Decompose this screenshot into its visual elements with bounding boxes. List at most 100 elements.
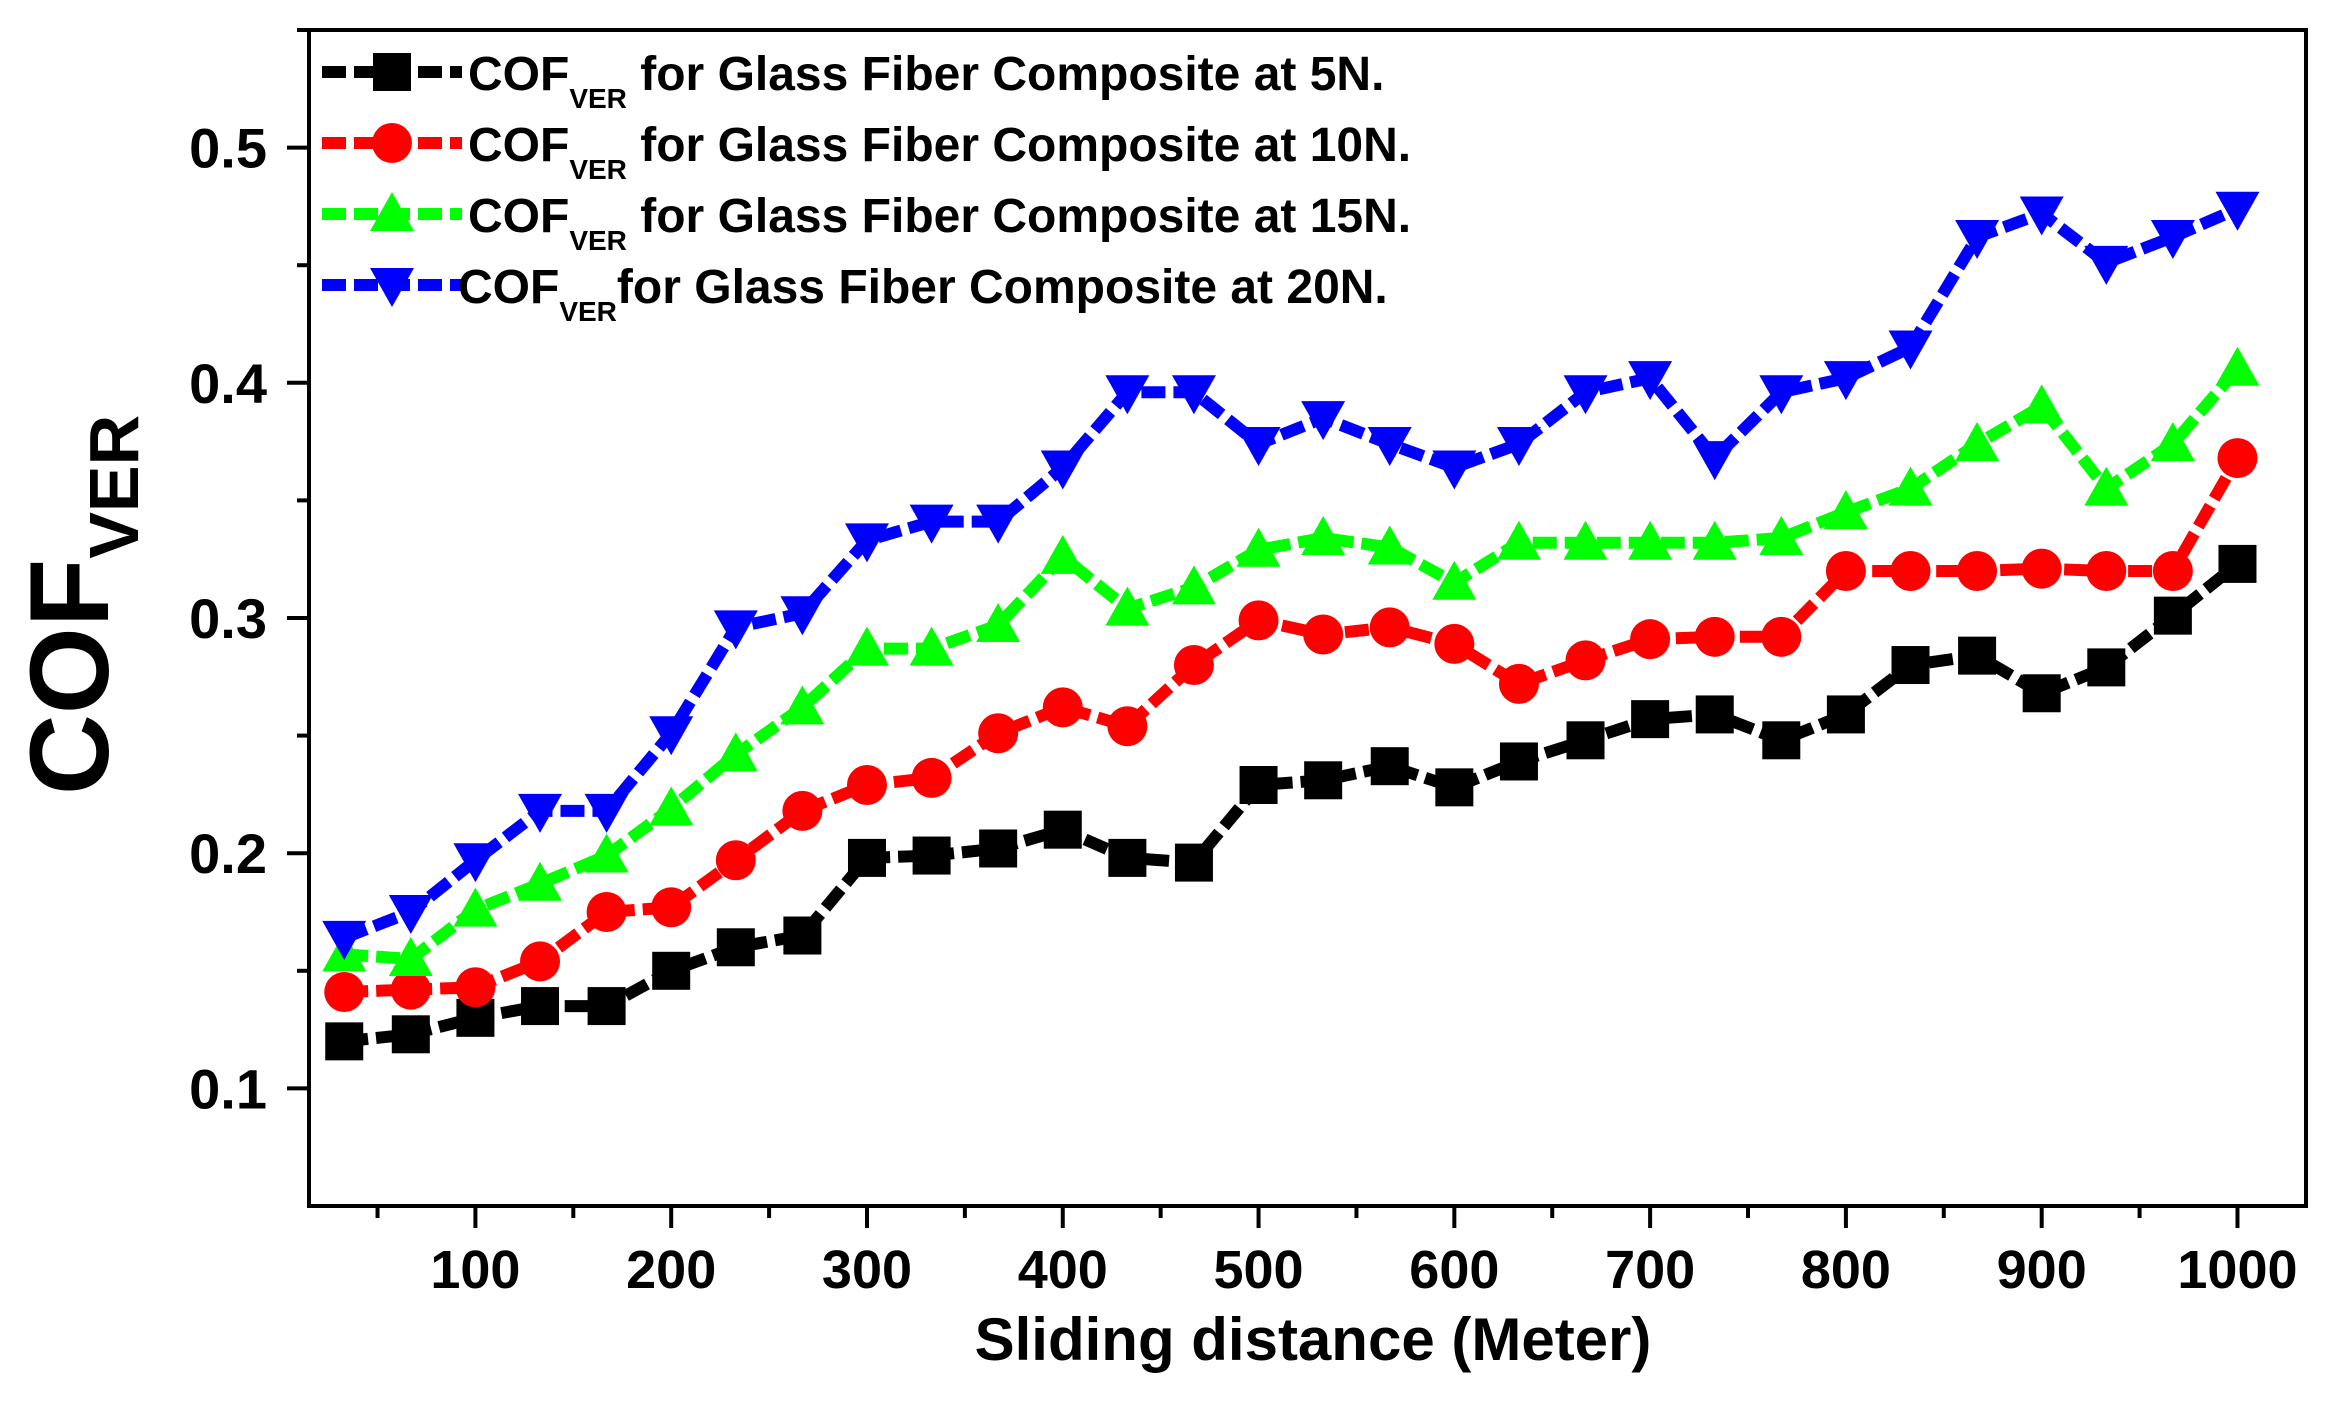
y-tick-label: 0.3 xyxy=(189,587,267,650)
data-point xyxy=(844,523,889,563)
data-point xyxy=(584,793,629,833)
legend-label-rest: for Glass Fiber Composite at 15N. xyxy=(627,190,1411,243)
data-point xyxy=(1628,361,1673,401)
x-tick-label: 700 xyxy=(1605,1240,1695,1300)
data-point xyxy=(322,920,367,960)
series-1 xyxy=(325,544,2257,1061)
legend-label-sub: VER xyxy=(569,83,627,114)
legend-label-main: COF xyxy=(468,48,569,101)
data-point xyxy=(713,732,758,772)
data-point xyxy=(2019,196,2064,236)
data-point xyxy=(586,892,627,932)
data-point xyxy=(649,786,694,826)
data-point xyxy=(1303,614,1344,655)
y-tick-label: 0.1 xyxy=(189,1057,267,1120)
legend-label-main: COF xyxy=(458,261,559,314)
data-point xyxy=(846,764,887,805)
data-point xyxy=(1823,490,1868,530)
data-point xyxy=(976,603,1021,643)
legend-label: COFVER for Glass Fiber Composite at 10N. xyxy=(468,119,1411,185)
legend-entry-1: COFVER for Glass Fiber Composite at 5N. xyxy=(322,48,1384,114)
x-tick-label: 900 xyxy=(1997,1240,2087,1300)
data-point xyxy=(2022,674,2061,713)
y-tick-label: 0.5 xyxy=(189,117,267,180)
data-point xyxy=(1566,721,1605,760)
data-point xyxy=(518,793,563,833)
data-point xyxy=(1236,426,1281,466)
data-point xyxy=(1761,616,1802,657)
series-3 xyxy=(322,346,2260,977)
data-point xyxy=(1173,645,1214,686)
data-point xyxy=(1042,687,1083,728)
data-point xyxy=(1239,765,1278,804)
data-point xyxy=(1888,330,1933,370)
data-point xyxy=(1692,520,1737,560)
data-point xyxy=(912,836,951,875)
data-point xyxy=(1174,843,1213,882)
series-line xyxy=(342,203,2240,944)
data-point xyxy=(2150,219,2195,259)
data-point xyxy=(1958,636,1997,675)
data-point xyxy=(2218,544,2257,583)
data-point xyxy=(780,685,825,725)
x-tick-label: 1000 xyxy=(2177,1240,2297,1300)
data-point xyxy=(2152,550,2193,591)
series-line xyxy=(343,559,2242,1048)
data-point xyxy=(1496,426,1541,466)
data-point xyxy=(976,504,1021,544)
data-point xyxy=(1631,700,1670,739)
legend-label-rest: for Glass Fiber Composite at 10N. xyxy=(627,119,1411,172)
data-point xyxy=(2084,245,2129,285)
data-point xyxy=(390,969,431,1010)
data-point xyxy=(388,937,433,977)
data-point xyxy=(1957,550,1998,591)
legend-label-sub: VER xyxy=(569,154,627,185)
plot-series xyxy=(322,191,2260,1061)
legend-entry-2: COFVER for Glass Fiber Composite at 10N. xyxy=(322,119,1411,185)
y-axis-title-main: COF xyxy=(7,559,132,795)
data-point xyxy=(587,987,626,1026)
data-point xyxy=(2021,548,2062,589)
data-point xyxy=(1043,810,1082,849)
series-4 xyxy=(322,191,2260,960)
data-point xyxy=(1301,401,1346,441)
data-point xyxy=(1499,742,1538,781)
legend-label-rest: for Glass Fiber Composite at 5N. xyxy=(627,48,1385,101)
legend-label-sub: VER xyxy=(569,225,627,256)
data-point xyxy=(1108,838,1147,877)
legend: COFVER for Glass Fiber Composite at 5N.C… xyxy=(322,48,1411,327)
data-point xyxy=(2215,191,2260,231)
data-point xyxy=(1434,623,1475,664)
data-point xyxy=(1432,450,1477,490)
legend-label-rest: for Glass Fiber Composite at 20N. xyxy=(617,261,1388,314)
data-point xyxy=(2217,438,2258,479)
data-point xyxy=(1762,721,1801,760)
data-point xyxy=(1630,619,1671,660)
x-tick-label: 200 xyxy=(626,1240,716,1300)
data-point xyxy=(1692,441,1737,481)
data-point xyxy=(1171,565,1216,605)
legend-label-main: COF xyxy=(468,190,569,243)
data-point xyxy=(652,951,691,990)
data-point xyxy=(1496,520,1541,560)
data-point xyxy=(1955,219,2000,259)
data-point xyxy=(388,895,433,934)
data-point xyxy=(1825,550,1866,591)
data-point xyxy=(1301,516,1346,556)
data-point xyxy=(1891,646,1930,685)
data-point xyxy=(2153,596,2192,635)
data-point xyxy=(520,941,561,982)
data-point xyxy=(521,987,560,1026)
series-line xyxy=(343,455,2243,998)
data-point xyxy=(909,504,954,544)
y-tick-label: 0.4 xyxy=(189,352,267,415)
data-point xyxy=(370,268,414,307)
x-tick-label: 500 xyxy=(1213,1240,1303,1300)
data-point xyxy=(2084,466,2129,506)
data-point xyxy=(2087,648,2126,687)
data-point xyxy=(715,840,756,881)
data-point xyxy=(1826,695,1865,734)
data-point xyxy=(584,833,629,873)
data-point xyxy=(651,887,692,928)
